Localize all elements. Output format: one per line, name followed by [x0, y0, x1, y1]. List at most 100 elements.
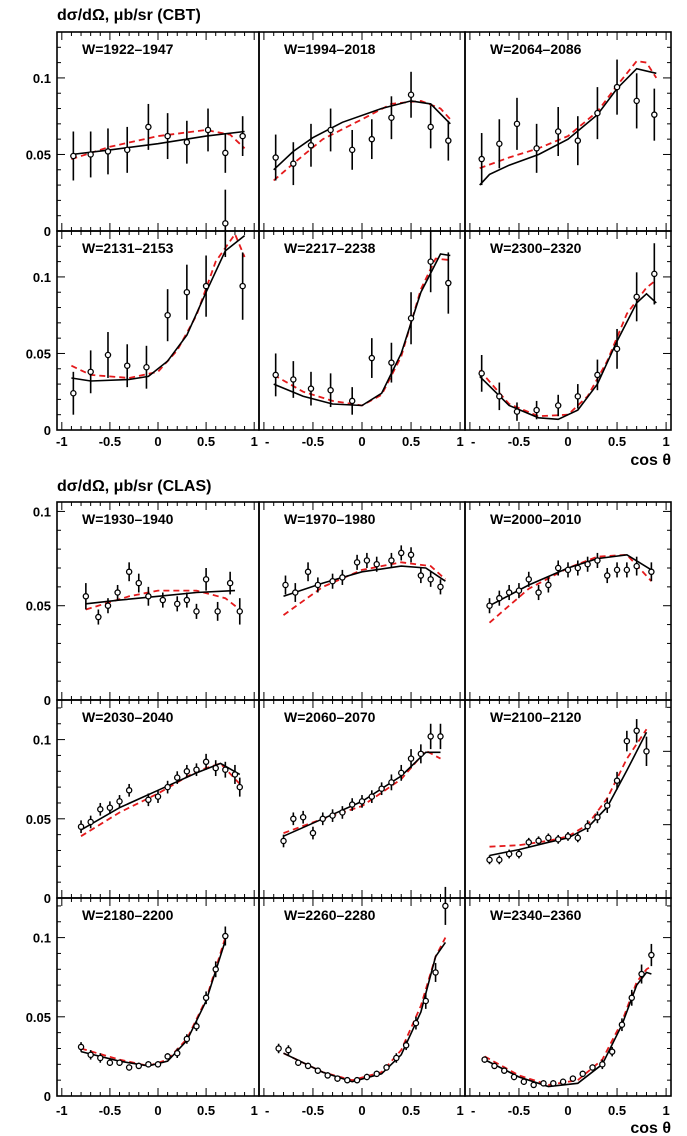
dashed-fit-curve: [71, 129, 246, 160]
dashed-fit-curve: [479, 60, 658, 170]
data-point: [594, 557, 601, 564]
y-tick-label: 0: [44, 693, 51, 708]
data-point: [525, 576, 533, 583]
panel-frame: [464, 501, 672, 701]
data-point: [222, 766, 229, 773]
data-point: [272, 371, 279, 379]
data-point: [427, 258, 434, 265]
data-point: [608, 1048, 616, 1055]
data-point: [633, 293, 640, 301]
panel-label: W=2100–2120: [490, 709, 582, 725]
section-title: dσ/dΩ, μb/sr (CLAS): [57, 478, 211, 495]
data-point: [368, 135, 376, 143]
data-point: [353, 559, 361, 566]
panel-frame: [464, 699, 672, 899]
panel-3: W=2000–2010: [464, 501, 672, 701]
data-point: [574, 564, 582, 572]
dashed-fit-curve: [489, 728, 648, 848]
panel-label: W=2180–2200: [82, 907, 174, 923]
panel-label: W=1994–2018: [284, 41, 376, 57]
y-tick-label: 0.1: [33, 71, 51, 86]
panel-label: W=2131–2153: [82, 240, 174, 256]
panel-frame: [56, 31, 260, 232]
data-point: [183, 596, 191, 604]
solid-fit-curve: [489, 731, 648, 857]
y-tick-label: 0.05: [26, 346, 51, 361]
data-point: [651, 111, 658, 118]
data-point: [183, 1035, 191, 1043]
y-tick-label: 0: [44, 891, 51, 906]
panel-frame: [464, 31, 672, 232]
data-point: [638, 970, 645, 978]
panel-1: 0 0.05 0.1 W=1922–1947: [26, 31, 260, 239]
data-point: [515, 850, 523, 858]
data-point: [97, 806, 104, 813]
data-point: [334, 1075, 341, 1082]
x-tick-label: -1: [56, 1103, 68, 1118]
data-point: [164, 783, 171, 791]
y-tick-label: 0.1: [33, 504, 51, 519]
data-point: [145, 1061, 152, 1068]
data-point: [183, 138, 191, 146]
data-point: [307, 142, 315, 149]
panel-frame: [258, 897, 466, 1097]
data-point: [388, 359, 395, 366]
data-point: [559, 1078, 567, 1085]
data-point: [145, 123, 152, 131]
data-point: [344, 1076, 351, 1084]
panel-9: W=2340–2360 -0.5 0 0.5 1: [464, 897, 672, 1118]
data-point: [407, 315, 415, 322]
data-point: [510, 1073, 518, 1081]
section-clas: dσ/dΩ, μb/sr (CLAS) 0 0.05 0.1 W=1930–1940 W=…: [26, 478, 672, 1136]
data-point: [373, 560, 380, 568]
data-point: [584, 560, 591, 568]
panel-label: W=2260–2280: [284, 907, 376, 923]
panel-label: W=1922–1947: [82, 41, 174, 57]
panel-label: W=2030–2040: [82, 709, 174, 725]
data-point: [358, 798, 366, 805]
data-point: [275, 1045, 282, 1052]
data-point: [231, 771, 239, 778]
data-point: [353, 1076, 361, 1084]
data-point: [319, 815, 327, 823]
data-point: [594, 109, 601, 117]
data-point: [554, 564, 562, 572]
data-point: [304, 568, 312, 576]
data-point: [540, 1080, 547, 1087]
y-tick-label: 0.05: [26, 1010, 51, 1025]
x-tick-label: -0.5: [302, 434, 324, 449]
dashed-fit-curve: [282, 561, 447, 616]
data-point: [368, 793, 376, 800]
data-point: [348, 146, 356, 154]
data-point: [348, 397, 356, 405]
data-point: [574, 393, 582, 400]
data-point: [589, 1064, 596, 1071]
panel-label: W=1970–1980: [284, 511, 376, 527]
data-point: [363, 1073, 371, 1081]
solid-fit-curve: [479, 292, 657, 421]
data-point: [613, 345, 621, 353]
data-point: [236, 608, 244, 615]
data-point: [324, 1072, 331, 1079]
data-point: [496, 594, 503, 602]
data-point: [193, 608, 200, 615]
data-point: [388, 557, 395, 564]
x-tick-label: -0.5: [99, 434, 121, 449]
panel-label: W=2064–2086: [490, 41, 582, 57]
data-point: [87, 1051, 94, 1059]
y-tick-label: 0.05: [26, 812, 51, 827]
data-point: [505, 850, 513, 858]
data-point: [106, 1059, 114, 1066]
data-point: [123, 146, 131, 154]
data-point: [569, 1075, 577, 1082]
data-point: [486, 856, 493, 864]
solid-fit-curve: [273, 253, 451, 407]
data-point: [397, 549, 405, 557]
data-point: [417, 750, 425, 758]
x-tick-label-minus: -: [471, 1103, 475, 1118]
data-point: [603, 572, 611, 579]
data-point: [212, 966, 219, 973]
data-point: [445, 279, 452, 287]
data-point: [407, 551, 415, 559]
panel-frame: [56, 230, 260, 431]
